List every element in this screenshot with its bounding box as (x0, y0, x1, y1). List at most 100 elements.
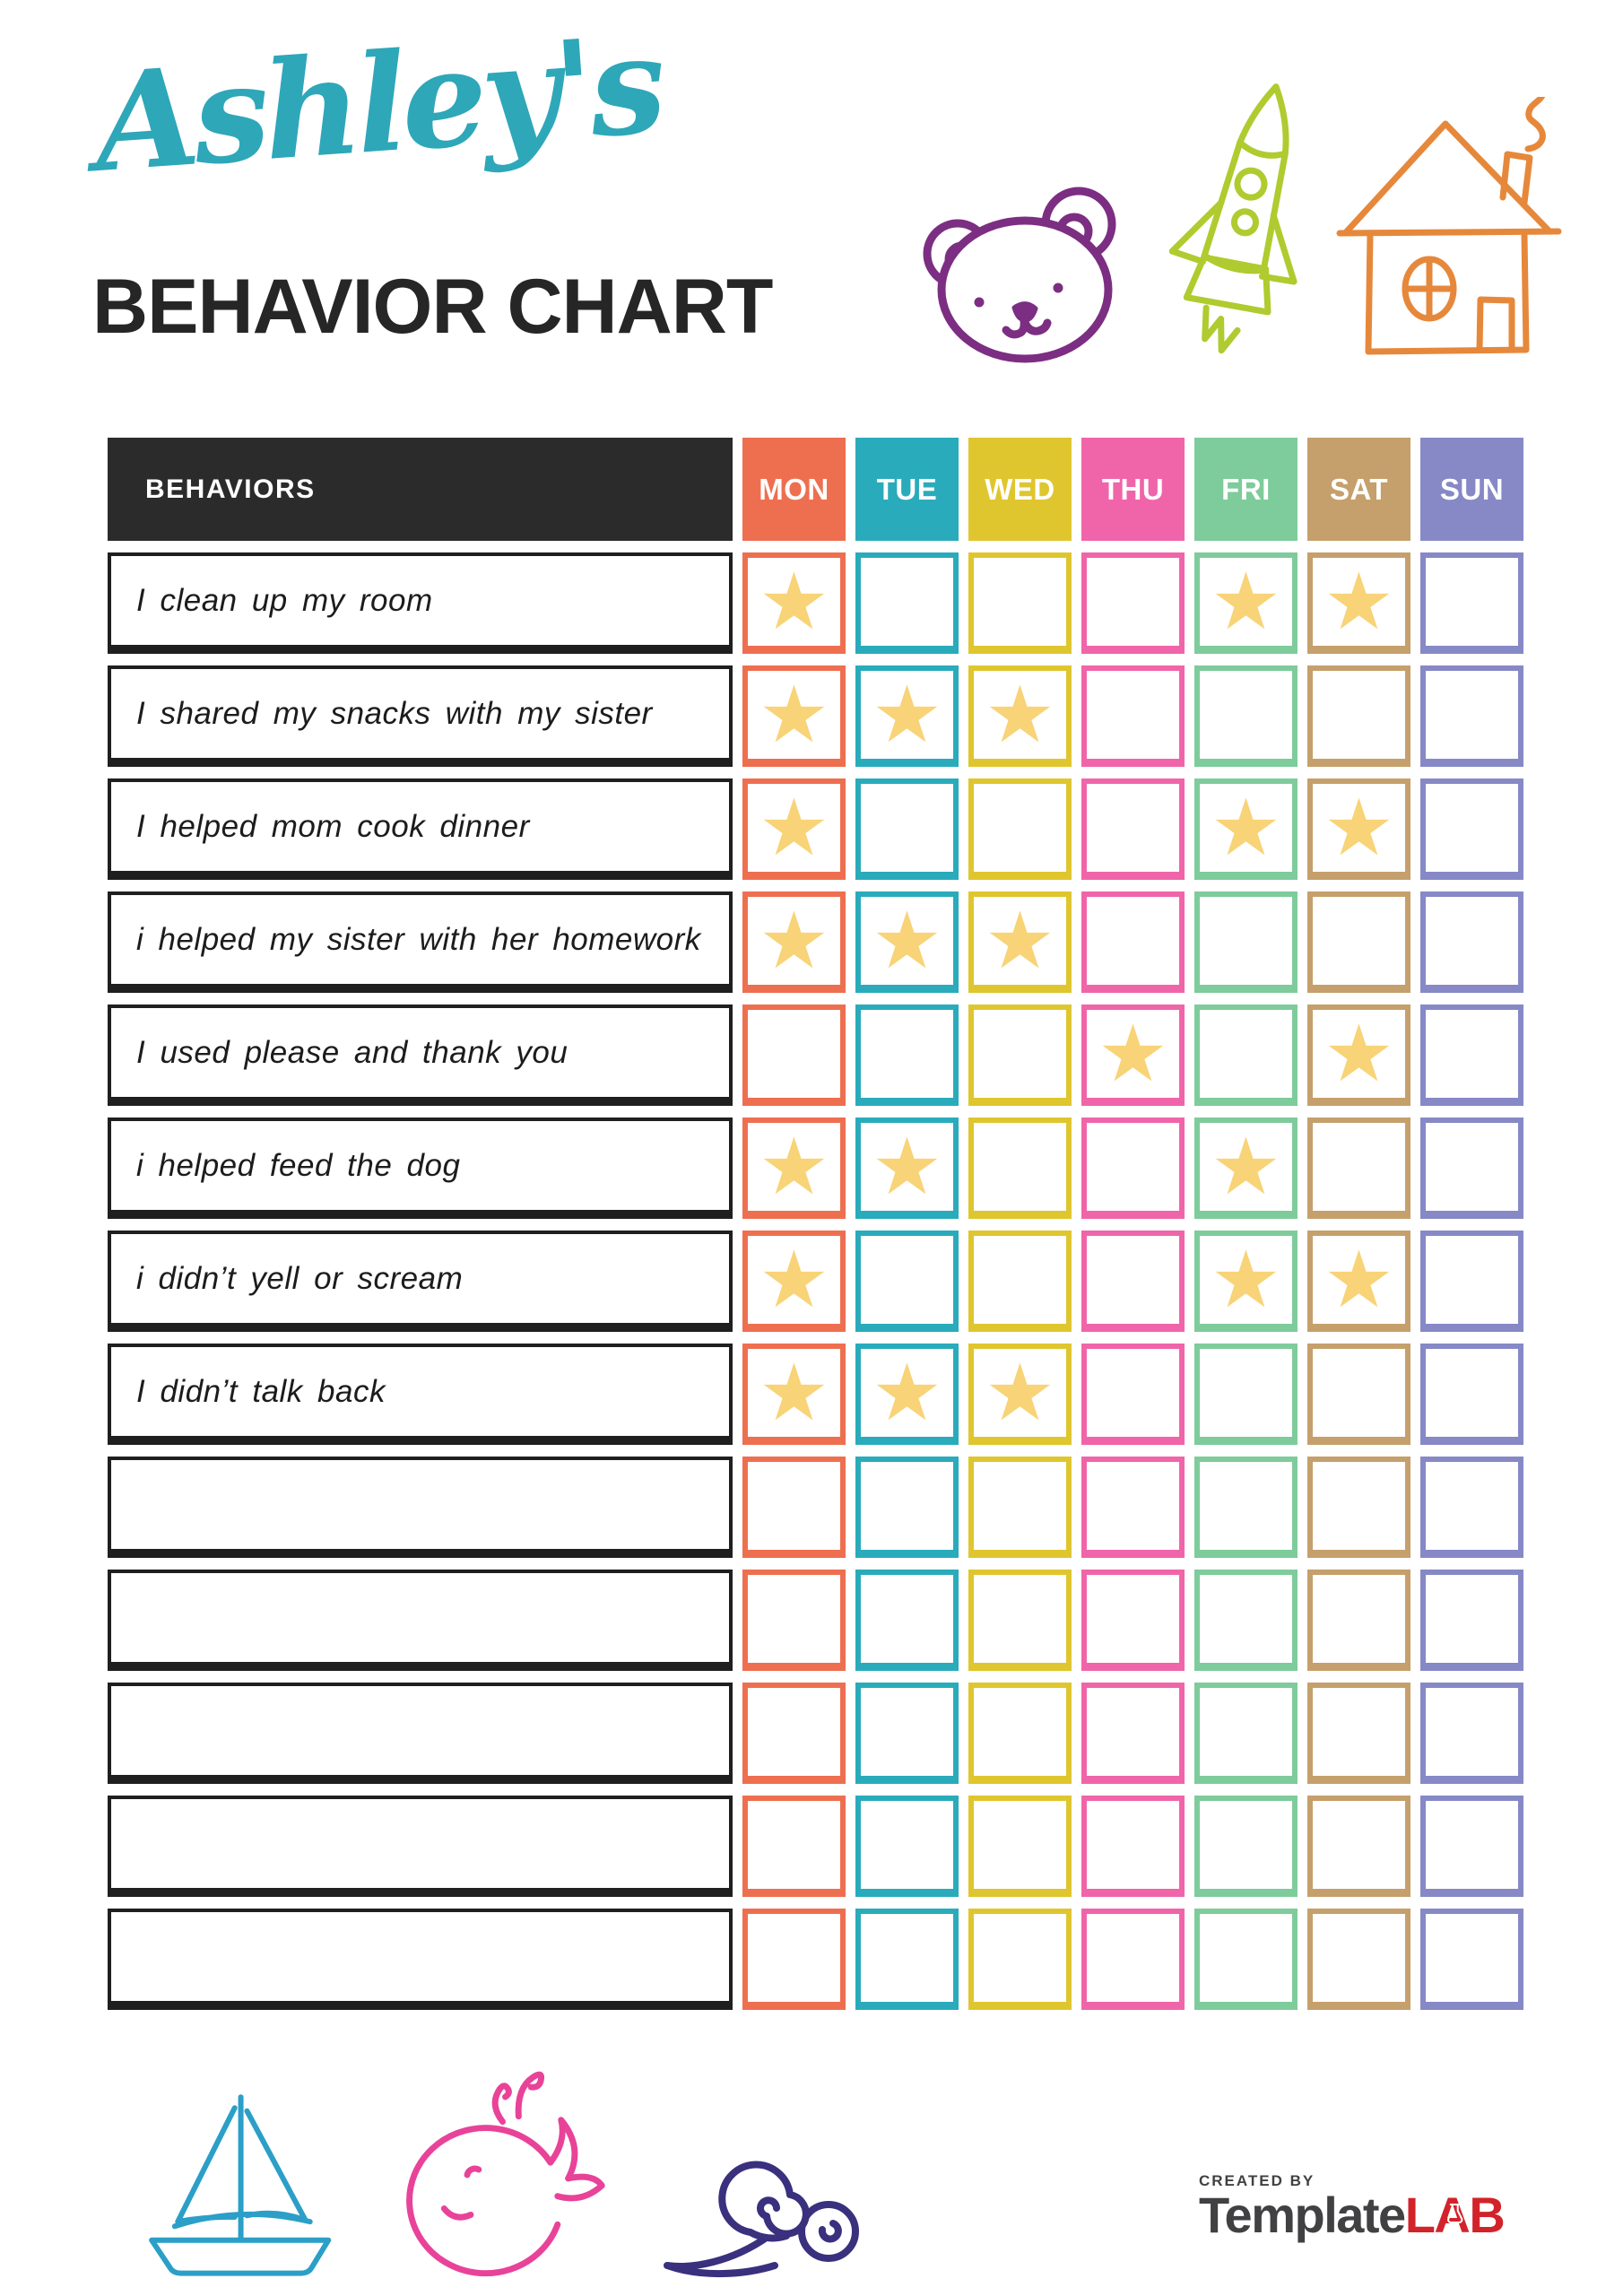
day-cell-tue (855, 1909, 959, 2010)
star-icon: ★ (759, 781, 829, 874)
behavior-text: i helped my sister with her homework (136, 921, 701, 957)
behavior-text: i helped feed the dog (136, 1147, 461, 1183)
day-cell-sat (1307, 1796, 1410, 1897)
house-icon (1334, 97, 1567, 366)
behavior-label-box (108, 1909, 733, 2010)
day-cell-sun (1420, 891, 1523, 993)
day-cell-tue (855, 1457, 959, 1558)
day-cell-tue: ★ (855, 1344, 959, 1445)
table-header-row: BEHAVIORS MON TUE WED THU FRI SAT SUN (108, 438, 1524, 541)
star-icon: ★ (985, 894, 1055, 987)
behavior-text: I shared my snacks with my sister (136, 695, 653, 731)
star-icon: ★ (985, 1346, 1055, 1439)
day-cell-thu (1081, 1457, 1185, 1558)
day-cell-wed: ★ (968, 891, 1072, 993)
star-icon: ★ (759, 894, 829, 987)
day-cell-fri: ★ (1194, 778, 1298, 880)
day-cell-mon (742, 1909, 846, 2010)
day-cell-mon (742, 1796, 846, 1897)
day-cell-sun (1420, 778, 1523, 880)
day-header-mon: MON (742, 438, 846, 541)
behavior-label-box: I used please and thank you (108, 1004, 733, 1106)
star-icon: ★ (1211, 1233, 1281, 1326)
day-cell-sat: ★ (1307, 552, 1410, 654)
behavior-label-box (108, 1796, 733, 1897)
bear-icon (922, 184, 1128, 363)
day-cell-mon: ★ (742, 891, 846, 993)
day-cell-fri: ★ (1194, 1118, 1298, 1219)
behavior-label-box: i helped my sister with her homework (108, 891, 733, 993)
star-icon: ★ (759, 1120, 829, 1213)
behavior-label-box (108, 1683, 733, 1784)
day-cell-sat (1307, 1344, 1410, 1445)
day-cell-mon: ★ (742, 665, 846, 767)
rocket-icon (1150, 74, 1339, 389)
day-cell-mon: ★ (742, 778, 846, 880)
behavior-row (108, 1683, 1524, 1784)
day-cell-tue (855, 1796, 959, 1897)
day-cell-thu (1081, 1683, 1185, 1784)
day-cell-sun (1420, 1683, 1523, 1784)
day-cell-thu (1081, 778, 1185, 880)
day-cell-tue: ★ (855, 891, 959, 993)
sailboat-icon (126, 2077, 341, 2287)
star-icon: ★ (759, 1346, 829, 1439)
day-cell-sun (1420, 1457, 1523, 1558)
behavior-label-box: i didn’t yell or scream (108, 1231, 733, 1332)
behavior-row (108, 1457, 1524, 1558)
snail-icon (653, 2131, 864, 2285)
behavior-row: i helped feed the dog ★ ★ ★ (108, 1118, 1524, 1219)
whale-icon (393, 2057, 619, 2283)
day-cell-fri: ★ (1194, 1231, 1298, 1332)
day-cell-sat (1307, 665, 1410, 767)
behavior-text: I didn’t talk back (136, 1373, 386, 1409)
star-icon: ★ (1324, 1233, 1394, 1326)
day-cell-fri (1194, 1457, 1298, 1558)
behavior-row (108, 1796, 1524, 1897)
behavior-label-box: I shared my snacks with my sister (108, 665, 733, 767)
behavior-row: I used please and thank you ★ ★ (108, 1004, 1524, 1106)
day-cell-tue (855, 1231, 959, 1332)
day-cell-thu (1081, 552, 1185, 654)
day-cell-sun (1420, 1118, 1523, 1219)
day-cell-tue: ★ (855, 1118, 959, 1219)
day-cell-wed (968, 1570, 1072, 1671)
day-cell-wed: ★ (968, 665, 1072, 767)
day-cell-fri: ★ (1194, 552, 1298, 654)
behavior-row: I shared my snacks with my sister ★ ★ ★ (108, 665, 1524, 767)
behavior-row (108, 1570, 1524, 1671)
star-icon: ★ (1211, 555, 1281, 648)
day-cell-sun (1420, 665, 1523, 767)
day-header-tue: TUE (855, 438, 959, 541)
day-cell-tue (855, 552, 959, 654)
day-cell-tue (855, 1570, 959, 1671)
day-cell-tue (855, 1004, 959, 1106)
star-icon: ★ (759, 668, 829, 761)
flask-icon (1447, 2204, 1463, 2223)
day-cell-wed (968, 1909, 1072, 2010)
day-cell-sat (1307, 1683, 1410, 1784)
day-cell-sun (1420, 1570, 1523, 1671)
day-cell-thu (1081, 891, 1185, 993)
day-cell-fri (1194, 891, 1298, 993)
star-icon: ★ (1324, 555, 1394, 648)
rows-container: I clean up my room ★ ★ ★ I shared my snacks … (108, 552, 1524, 2010)
day-header-sun: SUN (1420, 438, 1523, 541)
day-cell-tue (855, 778, 959, 880)
day-cell-mon (742, 1570, 846, 1671)
star-icon: ★ (872, 1346, 942, 1439)
star-icon: ★ (759, 555, 829, 648)
behavior-text: I clean up my room (136, 582, 433, 618)
day-cell-wed (968, 1004, 1072, 1106)
behavior-row: I helped mom cook dinner ★ ★ ★ (108, 778, 1524, 880)
day-cell-wed (968, 1118, 1072, 1219)
behavior-row: i helped my sister with her homework ★ ★ ★ (108, 891, 1524, 993)
star-icon: ★ (1098, 1007, 1168, 1100)
day-cell-thu (1081, 1909, 1185, 2010)
behavior-label-box (108, 1457, 733, 1558)
day-header-thu: THU (1081, 438, 1185, 541)
day-cell-thu (1081, 1344, 1185, 1445)
day-cell-thu (1081, 1570, 1185, 1671)
star-icon: ★ (1324, 781, 1394, 874)
day-cell-sat (1307, 1118, 1410, 1219)
